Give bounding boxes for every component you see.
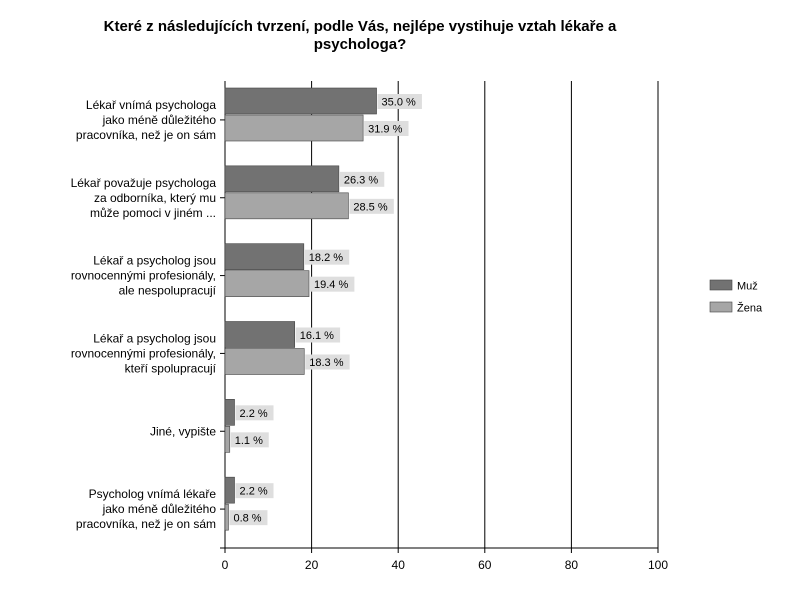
data-label: 2.2 % bbox=[240, 486, 268, 498]
bar-muz bbox=[224, 87, 377, 115]
x-tick-label: 40 bbox=[392, 558, 406, 572]
category-label: rovnocennými profesionály, bbox=[71, 346, 216, 360]
category-label: rovnocennými profesionály, bbox=[71, 269, 216, 283]
data-label-box bbox=[364, 121, 409, 136]
x-tick-label: 100 bbox=[648, 558, 668, 572]
bar-zena bbox=[224, 192, 349, 220]
legend-swatch-muz bbox=[709, 279, 733, 291]
data-label-box bbox=[304, 249, 350, 265]
data-label: 16.1 % bbox=[300, 330, 334, 342]
data-label-box bbox=[230, 432, 269, 448]
data-label: 18.3 % bbox=[309, 357, 343, 369]
data-label: 2.2 % bbox=[240, 408, 268, 420]
data-label-box bbox=[295, 327, 341, 343]
chart-title-line-2: psychologa? bbox=[313, 36, 407, 53]
category-label: pracovníka, než je on sám bbox=[76, 517, 216, 531]
category-label: Jiné, vypište bbox=[150, 424, 216, 438]
bar-zena bbox=[224, 503, 229, 531]
x-tick-label: 60 bbox=[478, 558, 492, 572]
legend-label-zena: Žena bbox=[737, 302, 763, 315]
category-label: Lékař a psycholog jsou bbox=[93, 254, 216, 268]
bar-zena bbox=[224, 348, 305, 375]
bar-muz bbox=[224, 243, 305, 270]
x-tick-label: 0 bbox=[222, 558, 229, 572]
data-label-box bbox=[305, 354, 350, 370]
bar-muz bbox=[224, 476, 235, 504]
data-label-box bbox=[235, 405, 274, 421]
chart-title: Které z následujících tvrzení, podle Vás… bbox=[60, 18, 660, 54]
chart-title-line-1: Které z následujících tvrzení, podle Vás… bbox=[103, 18, 617, 35]
category-label: pracovníka, než je on sám bbox=[76, 128, 216, 142]
x-tick-label: 20 bbox=[305, 558, 319, 572]
data-label: 0.8 % bbox=[233, 513, 261, 525]
category-label: jako méně důležitého bbox=[102, 502, 217, 516]
data-label-box bbox=[235, 483, 274, 499]
category-label: Psycholog vnímá lékaře bbox=[89, 487, 217, 501]
data-label-box bbox=[229, 510, 268, 526]
data-label: 19.4 % bbox=[314, 279, 348, 291]
bar-zena bbox=[224, 270, 310, 297]
data-label-box bbox=[310, 276, 355, 292]
data-label: 35.0 % bbox=[382, 97, 416, 109]
bar-zena bbox=[224, 114, 364, 142]
data-label: 1.1 % bbox=[235, 435, 263, 447]
category-label: kteří spolupracují bbox=[125, 361, 217, 375]
legend-swatch-zena bbox=[709, 301, 733, 313]
data-label: 18.2 % bbox=[309, 252, 343, 264]
bar-zena bbox=[224, 426, 231, 453]
category-label: Lékař a psycholog jsou bbox=[93, 331, 216, 345]
data-label: 26.3 % bbox=[344, 174, 378, 186]
category-label: Lékař vnímá psychologa bbox=[86, 98, 216, 112]
category-label: Lékař považuje psychologa bbox=[71, 176, 217, 190]
bar-muz bbox=[224, 399, 235, 426]
data-label-box bbox=[339, 171, 385, 187]
x-tick-label: 80 bbox=[565, 558, 579, 572]
data-label: 28.5 % bbox=[353, 201, 387, 213]
bar-muz bbox=[224, 165, 340, 193]
category-label: může pomoci v jiném ... bbox=[90, 206, 216, 220]
category-label: jako méně důležitého bbox=[102, 113, 217, 127]
category-label: za odborníka, který mu bbox=[94, 191, 216, 205]
data-label: 31.9 % bbox=[368, 124, 402, 136]
legend-label-muz: Muž bbox=[737, 281, 758, 293]
data-label-box bbox=[349, 198, 394, 214]
bar-muz bbox=[224, 321, 296, 348]
data-label-box bbox=[377, 94, 422, 109]
category-label: ale nespolupracují bbox=[119, 284, 217, 298]
